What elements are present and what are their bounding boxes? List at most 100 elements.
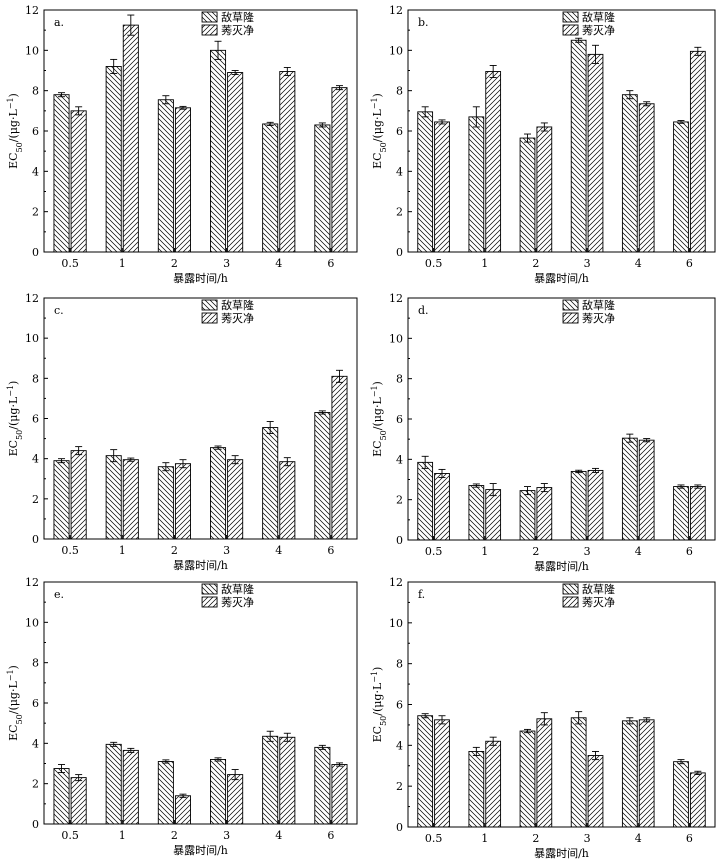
bar-diuron	[673, 121, 689, 253]
y-axis-label-sup: −1	[6, 97, 15, 109]
bar-prometryn	[279, 71, 296, 253]
x-tick-label: 4	[275, 257, 282, 270]
y-axis-label: EC50/(μg·L−1)	[370, 381, 388, 457]
y-tick-label: 10	[25, 44, 39, 57]
y-tick-label: 10	[389, 44, 403, 57]
y-axis-label-close: )	[371, 667, 384, 671]
y-tick-label: 6	[32, 697, 39, 710]
y-axis-label-close: )	[7, 665, 20, 669]
y-axis-label-main: EC	[7, 440, 20, 456]
y-tick-label: 2	[396, 494, 403, 507]
legend-label: 莠灭净	[582, 311, 615, 325]
bar-diuron	[570, 717, 587, 828]
y-axis-label: EC50/(μg·L−1)	[6, 93, 24, 169]
x-tick-label: 3	[584, 257, 591, 270]
bar-diuron	[621, 720, 638, 828]
x-axis-label: 暴露时间/h	[534, 272, 589, 285]
panel-label: c.	[54, 304, 64, 317]
y-axis-label-sub: 50	[379, 716, 388, 726]
x-tick-label: 3	[223, 829, 230, 842]
x-tick-label: 2	[171, 257, 178, 270]
bar-prometryn	[434, 473, 450, 541]
bar-diuron	[210, 759, 227, 825]
bar-diuron	[519, 137, 536, 253]
y-axis-label-main: EC	[371, 726, 384, 742]
y-tick-label: 8	[32, 372, 39, 385]
panel-label: d.	[418, 304, 429, 317]
bar-diuron	[157, 761, 174, 825]
bar-diuron	[570, 470, 587, 541]
y-axis-label-unit: /(μg·L	[7, 396, 20, 430]
legend-swatch	[562, 299, 579, 311]
y-tick-label: 10	[389, 332, 403, 345]
bar-prometryn	[174, 795, 191, 825]
x-tick-label: 2	[532, 545, 539, 558]
x-tick-label: 4	[635, 257, 642, 270]
y-axis-label: EC50/(μg·L−1)	[6, 665, 24, 741]
y-tick-label: 6	[396, 699, 403, 712]
y-axis-label-unit: /(μg·L	[371, 109, 384, 143]
y-axis-label-main: EC	[371, 440, 384, 456]
bar-prometryn	[689, 50, 706, 253]
legend-swatch	[201, 11, 218, 23]
y-tick-label: 4	[32, 737, 39, 750]
legend-label: 莠灭净	[582, 595, 615, 609]
y-axis-label-main: EC	[7, 152, 20, 168]
y-tick-label: 0	[32, 246, 39, 259]
x-tick-label: 0.5	[61, 544, 79, 557]
y-axis-label-unit: /(μg·L	[371, 397, 384, 431]
y-axis-label-sub: 50	[15, 142, 24, 152]
bar-prometryn	[434, 719, 450, 828]
x-tick-label: 3	[584, 832, 591, 845]
x-tick-label: 6	[327, 544, 334, 557]
bar-diuron	[314, 124, 331, 253]
bar-prometryn	[689, 772, 706, 828]
y-tick-label: 8	[32, 657, 39, 670]
bar-prometryn	[70, 110, 87, 253]
x-tick-label: 0.5	[425, 257, 443, 270]
bar-diuron	[210, 447, 227, 540]
panel-label: f.	[418, 588, 425, 601]
y-tick-label: 8	[396, 658, 403, 671]
bar-diuron	[621, 437, 638, 541]
legend-swatch	[562, 596, 579, 608]
x-tick-label: 4	[635, 832, 642, 845]
y-axis-label-sup: −1	[370, 671, 379, 683]
y-axis-label-unit: /(μg·L	[7, 109, 20, 143]
x-axis-label: 暴露时间/h	[173, 559, 228, 572]
y-tick-label: 12	[25, 292, 39, 305]
y-tick-label: 6	[396, 413, 403, 426]
bar-prometryn	[485, 71, 502, 253]
x-axis-label: 暴露时间/h	[173, 272, 228, 285]
legend-swatch	[201, 312, 218, 324]
y-tick-label: 8	[32, 85, 39, 98]
y-tick-label: 4	[32, 165, 39, 178]
x-tick-label: 2	[171, 544, 178, 557]
x-tick-label: 6	[327, 257, 334, 270]
bar-diuron	[157, 99, 174, 253]
bar-diuron	[262, 123, 279, 253]
x-axis-label: 暴露时间/h	[534, 847, 589, 860]
bar-diuron	[570, 39, 587, 253]
bar-prometryn	[638, 719, 655, 828]
legend-swatch	[562, 583, 579, 595]
bar-diuron	[417, 715, 434, 828]
y-axis-label-sup: −1	[6, 385, 15, 397]
panel-label: a.	[54, 16, 64, 29]
x-tick-label: 2	[532, 257, 539, 270]
y-axis-label-sub: 50	[15, 430, 24, 440]
y-tick-label: 0	[32, 818, 39, 831]
bar-diuron	[621, 94, 638, 253]
y-tick-label: 6	[396, 125, 403, 138]
y-axis-label-close: )	[371, 93, 384, 97]
x-tick-label: 2	[171, 829, 178, 842]
plot-frame	[43, 297, 358, 540]
y-tick-label: 12	[389, 4, 403, 17]
y-tick-label: 2	[32, 778, 39, 791]
bar-prometryn	[227, 72, 244, 253]
y-axis-label-sub: 50	[379, 142, 388, 152]
